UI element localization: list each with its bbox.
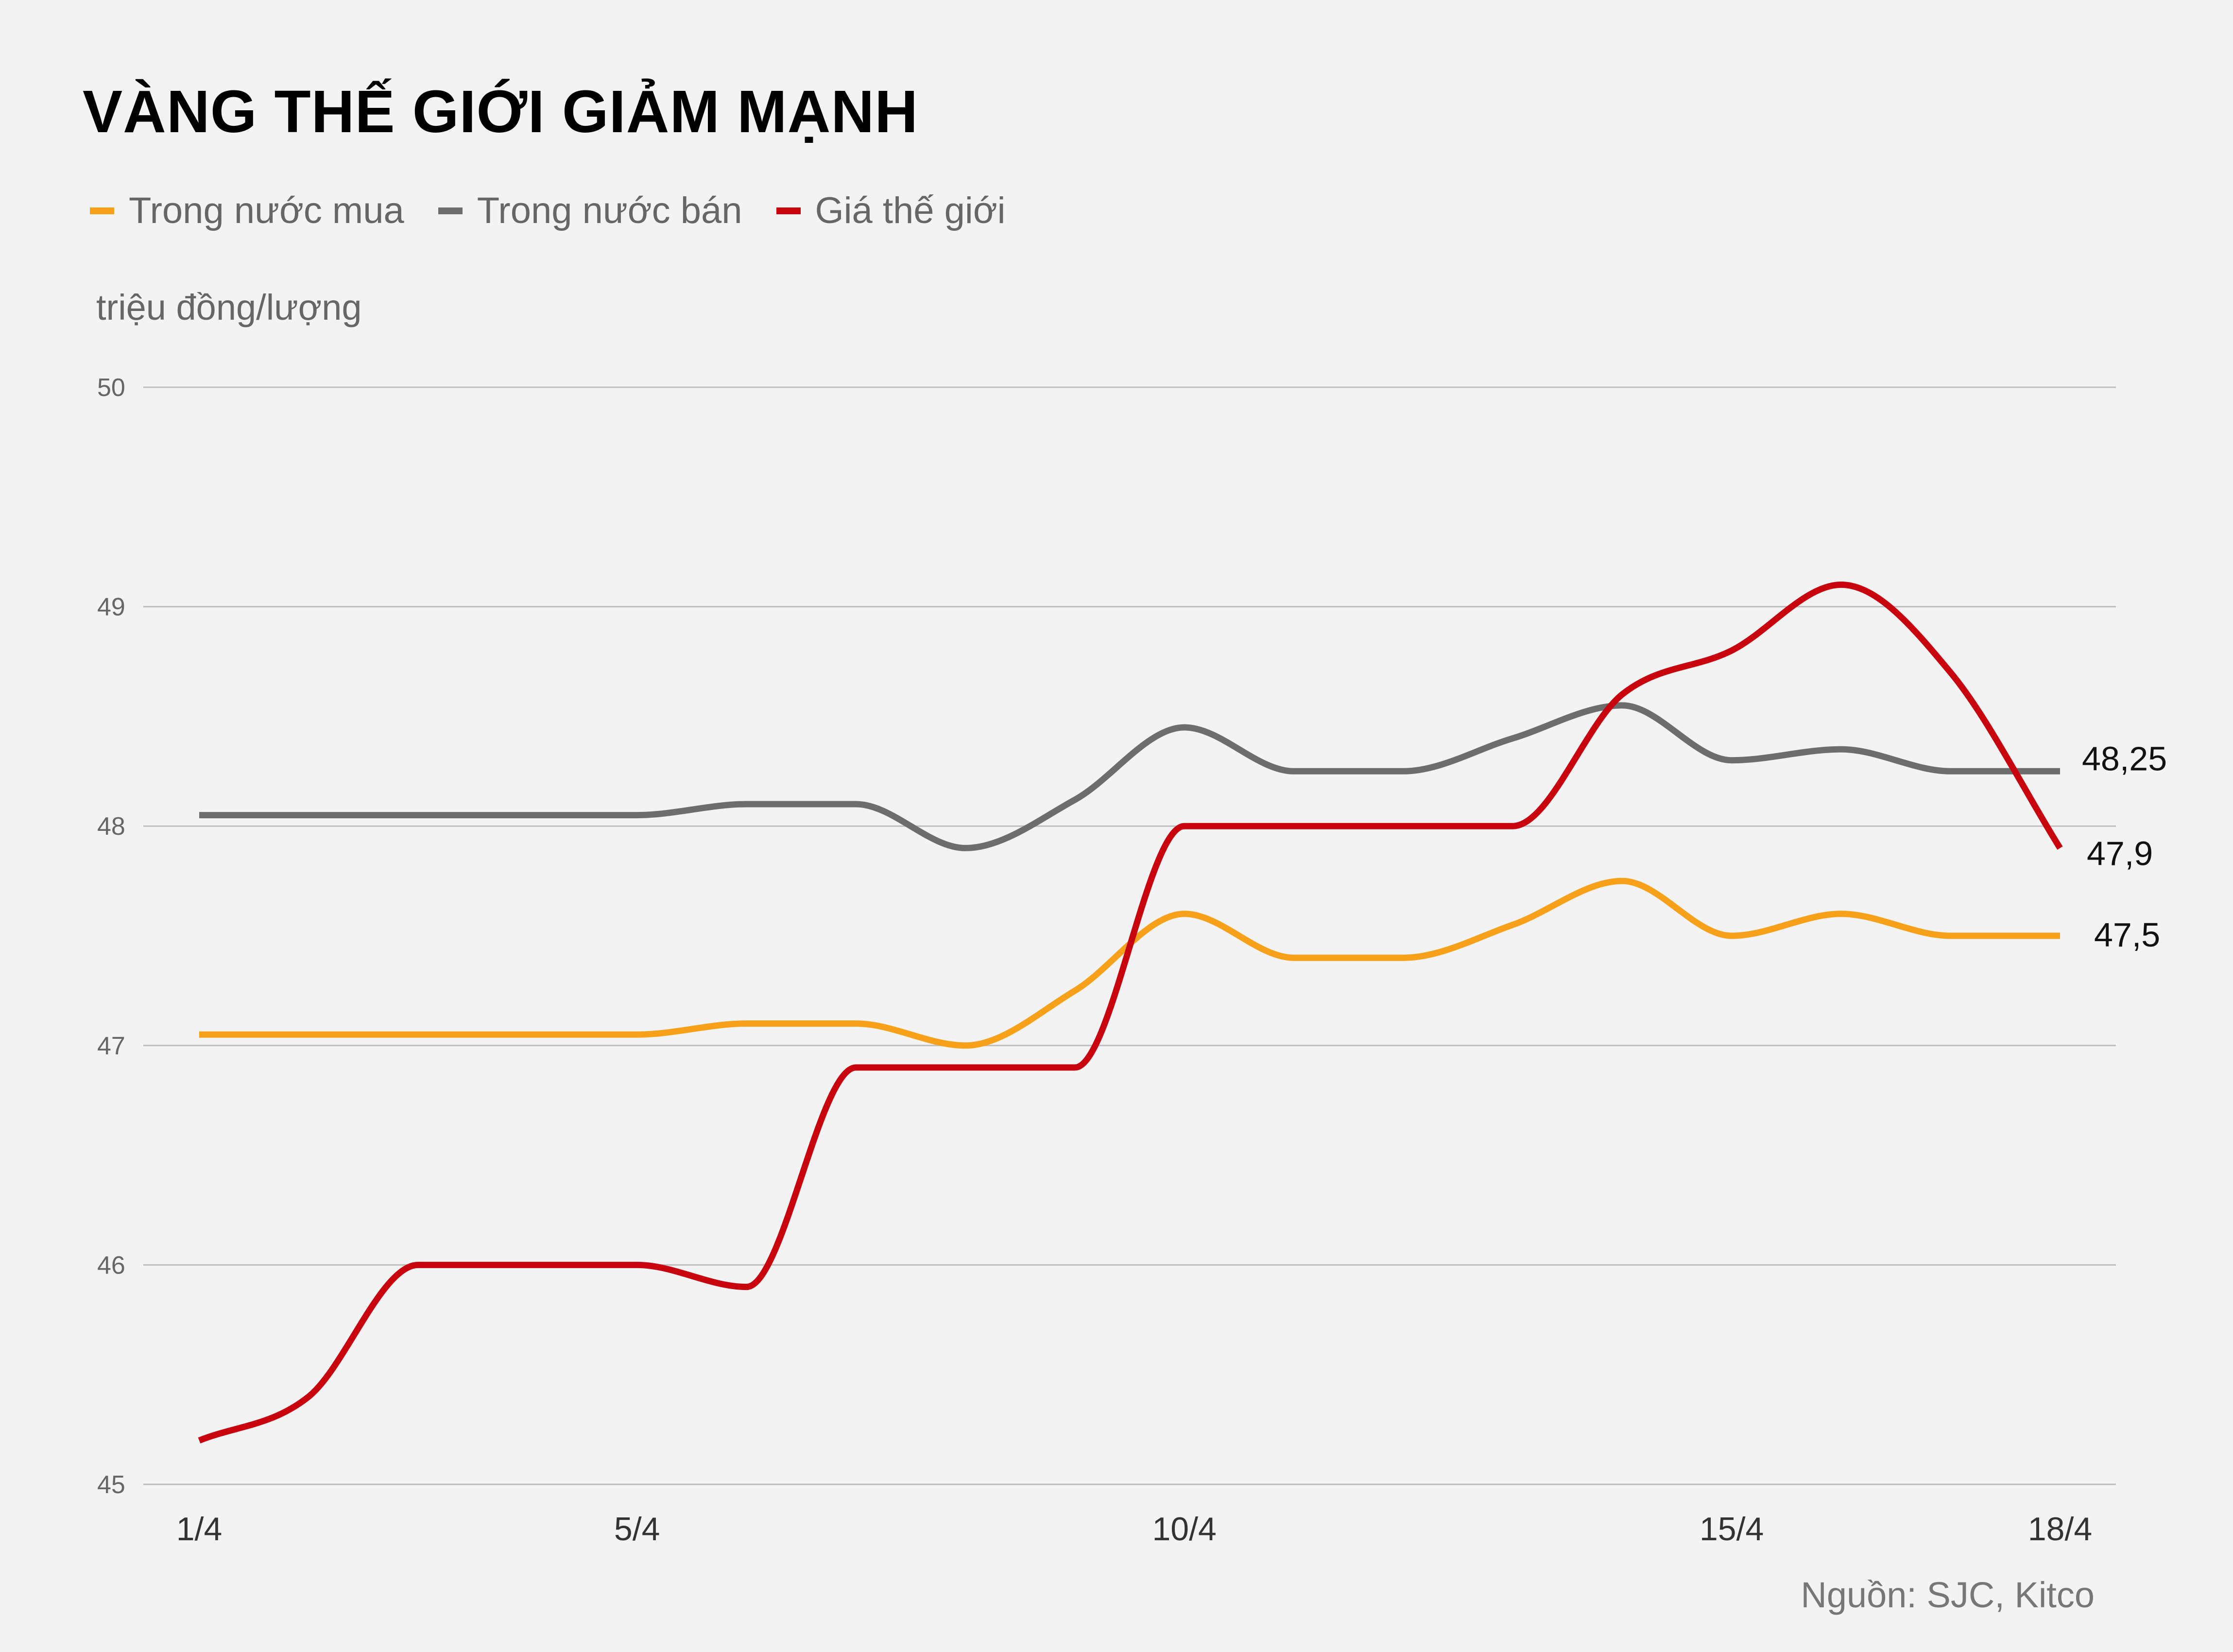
legend-item-world: Giá thế giới xyxy=(776,189,1006,232)
legend: Trong nước mua Trong nước bán Giá thế gi… xyxy=(90,189,1006,232)
end-value-label-buy: 47,5 xyxy=(2094,916,2160,954)
end-value-label-world: 47,9 xyxy=(2087,834,2153,872)
legend-swatch-sell xyxy=(438,207,463,214)
legend-swatch-world xyxy=(776,207,801,214)
x-tick-label-10-4: 10/4 xyxy=(1152,1511,1216,1548)
legend-swatch-buy xyxy=(90,207,114,214)
x-tick-label-18-4: 18/4 xyxy=(2028,1511,2092,1548)
series-line-sell xyxy=(199,702,2060,851)
end-value-label-sell: 48,25 xyxy=(2082,740,2167,777)
chart-title: VÀNG THẾ GIỚI GIẢM MẠNH xyxy=(83,79,919,145)
y-axis-unit-label: triệu đồng/lượng xyxy=(96,287,362,327)
y-tick-label-46: 46 xyxy=(97,1251,125,1279)
y-tick-label-49: 49 xyxy=(97,593,125,621)
legend-item-buy: Trong nước mua xyxy=(90,189,404,232)
x-tick-label-1-4: 1/4 xyxy=(176,1511,223,1548)
legend-label-world: Giá thế giới xyxy=(815,190,1006,231)
legend-item-sell: Trong nước bán xyxy=(438,189,742,232)
legend-label-buy: Trong nước mua xyxy=(129,190,404,231)
series-line-world xyxy=(198,581,2063,1444)
legend-label-sell: Trong nước bán xyxy=(477,190,742,231)
y-tick-label-45: 45 xyxy=(97,1471,125,1499)
series-line-buy xyxy=(199,878,2060,1049)
source-note: Nguồn: SJC, Kitco xyxy=(1801,1575,2095,1615)
y-tick-label-47: 47 xyxy=(97,1032,125,1060)
x-tick-label-15-4: 15/4 xyxy=(1700,1511,1764,1548)
x-tick-label-5-4: 5/4 xyxy=(614,1511,660,1548)
y-tick-label-48: 48 xyxy=(97,812,125,841)
y-tick-label-50: 50 xyxy=(97,374,125,402)
